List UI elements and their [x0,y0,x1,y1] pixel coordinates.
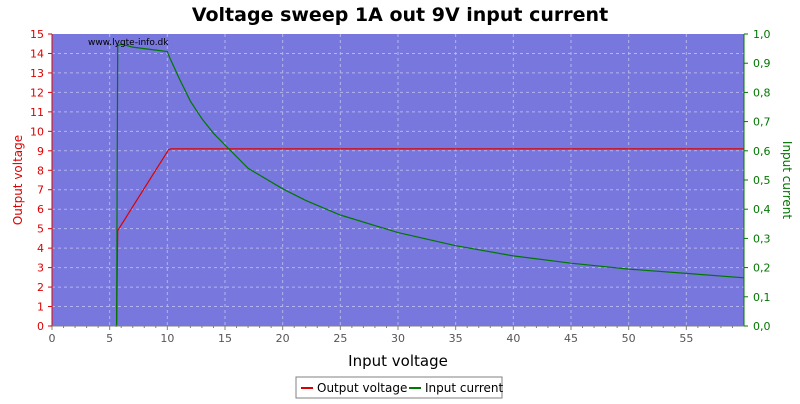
y-right-tick-label: 1,0 [753,28,771,41]
legend-label-input-current: Input current [425,381,503,395]
y-left-tick-label: 13 [30,67,44,80]
y-right-tick-label: 0,1 [753,291,771,304]
y-axis-left-label: Output voltage [11,135,25,225]
y-right-tick-label: 0,3 [753,232,771,245]
x-tick-label: 55 [679,332,693,345]
y-axis-right-label: Input current [780,141,794,219]
y-left-tick-label: 15 [30,28,44,41]
y-left-tick-label: 10 [30,125,44,138]
y-left-tick-label: 3 [37,262,44,275]
y-left-tick-label: 5 [37,223,44,236]
legend-box [295,376,503,399]
x-axis-ticks: 0 5 10 15 20 25 30 35 40 45 50 55 [49,326,733,345]
legend: Output voltage Input current [295,376,503,399]
grid-lines [52,34,744,326]
x-axis-label: Input voltage [348,352,448,370]
series-layer [115,43,745,327]
y-left-tick-label: 1 [37,301,44,314]
x-tick-label: 40 [506,332,520,345]
y-axis-right-ticks: 0,0 0,1 0,2 0,3 0,4 0,5 0,6 0,7 0,8 0,9 1,0 [744,28,771,333]
x-tick-label: 35 [449,332,463,345]
x-tick-label: 45 [564,332,578,345]
series-line-input-current [115,43,745,327]
y-left-tick-label: 0 [37,320,44,333]
x-tick-label: 30 [391,332,405,345]
y-right-tick-label: 0,2 [753,262,771,275]
x-tick-label: 20 [276,332,290,345]
x-tick-label: 10 [160,332,174,345]
y-left-tick-label: 4 [37,242,44,255]
y-right-tick-label: 0,7 [753,116,771,129]
y-right-tick-label: 0,8 [753,86,771,99]
x-tick-label: 5 [106,332,113,345]
y-right-tick-label: 0,5 [753,174,771,187]
y-left-tick-label: 6 [37,203,44,216]
x-tick-label: 15 [218,332,232,345]
y-left-tick-label: 14 [30,47,44,60]
y-left-tick-label: 9 [37,145,44,158]
y-right-tick-label: 0,4 [753,203,771,216]
y-left-tick-label: 12 [30,86,44,99]
y-right-tick-label: 0,6 [753,145,771,158]
watermark: www.lygte-info.dk [88,38,169,48]
y-left-tick-label: 11 [30,106,44,119]
x-tick-label: 0 [49,332,56,345]
x-tick-label: 50 [622,332,636,345]
y-left-tick-label: 7 [37,184,44,197]
chart-title: Voltage sweep 1A out 9V input current [192,4,608,26]
x-tick-label: 25 [333,332,347,345]
y-right-tick-label: 0,9 [753,57,771,70]
y-left-tick-label: 8 [37,164,44,177]
y-right-tick-label: 0,0 [753,320,771,333]
legend-label-output-voltage: Output voltage [317,381,407,395]
y-left-tick-label: 2 [37,281,44,294]
